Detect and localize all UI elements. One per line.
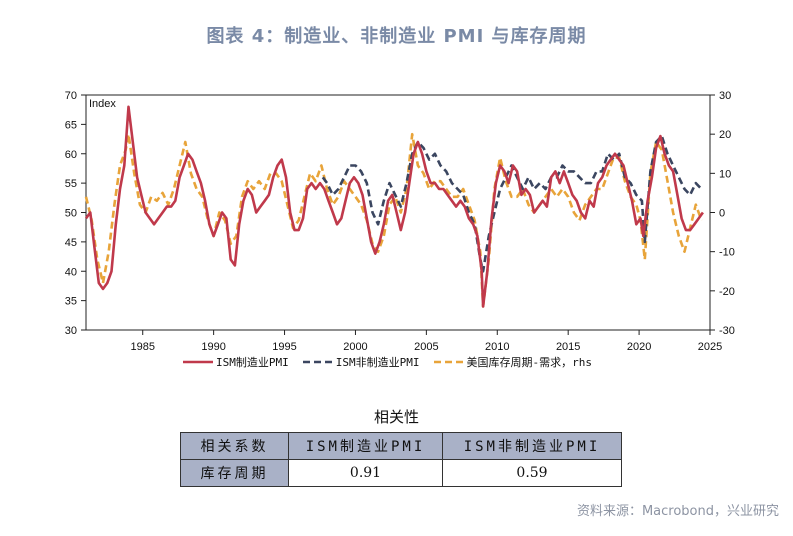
- correlation-row-label: 库存周期: [180, 459, 289, 487]
- chart-legend: ISM制造业PMI ISM非制造业PMI 美国库存周期-需求，rhs: [183, 354, 592, 370]
- y-left-tick-label: 35: [65, 296, 77, 308]
- x-tick-label: 2005: [414, 341, 438, 353]
- legend-swatch-manufacturing: [183, 360, 213, 364]
- correlation-value-cell: 0.59: [442, 459, 622, 487]
- x-tick-label: 2010: [485, 341, 509, 353]
- correlation-table: 相关系数 ISM制造业PMI ISM非制造业PMI 库存周期 0.91 0.59: [180, 432, 622, 487]
- y-right-tick-label: -30: [719, 325, 735, 337]
- y-left-tick-label: 60: [65, 149, 77, 161]
- legend-swatch-nonmanufacturing: [302, 360, 333, 364]
- correlation-header-cell: 相关系数: [180, 432, 289, 460]
- x-tick-label: 2000: [343, 341, 367, 353]
- x-tick-label: 1985: [130, 341, 154, 353]
- legend-swatch-inventory: [433, 360, 464, 364]
- x-tick-label: 2025: [698, 341, 722, 353]
- legend-item-inventory: 美国库存周期-需求，rhs: [433, 354, 593, 370]
- y-right-tick-label: 10: [719, 168, 731, 180]
- x-tick-label: 2020: [627, 341, 651, 353]
- correlation-title: 相关性: [373, 408, 419, 426]
- series-line-inventory: [84, 132, 703, 308]
- y-left-tick-label: 30: [65, 325, 77, 337]
- y-left-tick-label: 50: [65, 208, 77, 220]
- correlation-header-cell: ISM非制造业PMI: [442, 432, 622, 460]
- plot-frame: [85, 94, 711, 331]
- series-line-manufacturing: [84, 105, 704, 308]
- y-right-tick-label: -10: [719, 247, 735, 259]
- legend-label-inventory: 美国库存周期-需求，rhs: [466, 356, 593, 369]
- correlation-header-row: 相关系数 ISM制造业PMI ISM非制造业PMI: [180, 432, 622, 460]
- correlation-value-cell: 0.91: [288, 459, 443, 487]
- legend-item-nonmanufacturing: ISM非制造业PMI: [302, 354, 420, 370]
- source-note: 资料来源：Macrobond，兴业研究: [576, 504, 779, 519]
- legend-label-manufacturing: ISM制造业PMI: [216, 356, 289, 369]
- y-left-tick-label: 45: [65, 237, 77, 249]
- series-line-nonmanufacturing: [321, 134, 703, 273]
- y-right-tick-label: -20: [719, 286, 735, 298]
- x-tick-label: 2015: [556, 341, 580, 353]
- legend-label-nonmanufacturing: ISM非制造业PMI: [335, 356, 420, 369]
- y-left-tick-label: 70: [65, 90, 77, 102]
- y-left-tick-label: 40: [65, 266, 77, 278]
- x-tick-label: 1995: [272, 341, 296, 353]
- y-left-tick-label: 65: [65, 119, 77, 131]
- y-left-axis-label: Index: [89, 98, 116, 110]
- y-right-tick-label: 20: [719, 129, 731, 141]
- x-tick-label: 1990: [201, 341, 225, 353]
- y-right-tick-label: 30: [719, 90, 731, 102]
- correlation-header-cell: ISM制造业PMI: [288, 432, 443, 460]
- legend-item-manufacturing: ISM制造业PMI: [183, 354, 289, 370]
- figure-title: 图表 4：制造业、非制造业 PMI 与库存周期: [206, 26, 587, 47]
- chart: 30 35 40 45 50 55 60 65 70 -30 -20 -10 0 10 20 30 1985 19…: [65, 90, 735, 353]
- y-right-tick-label: 0: [719, 208, 725, 220]
- correlation-data-row: 库存周期 0.91 0.59: [180, 459, 622, 487]
- y-left-tick-label: 55: [65, 178, 77, 190]
